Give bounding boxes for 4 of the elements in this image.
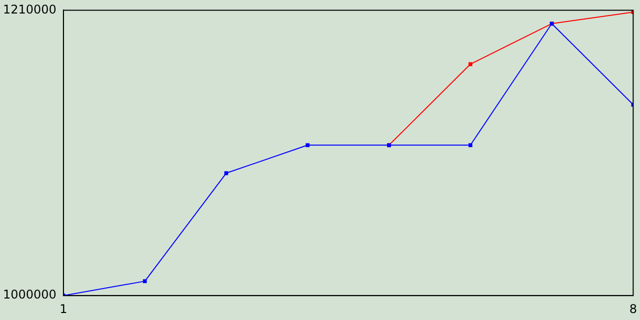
x-tick-label: 1 [60, 302, 68, 316]
y-tick-label: 1210000 [2, 2, 56, 16]
x-tick-label: 8 [629, 302, 638, 316]
y-tick-label: 1000000 [2, 288, 56, 302]
